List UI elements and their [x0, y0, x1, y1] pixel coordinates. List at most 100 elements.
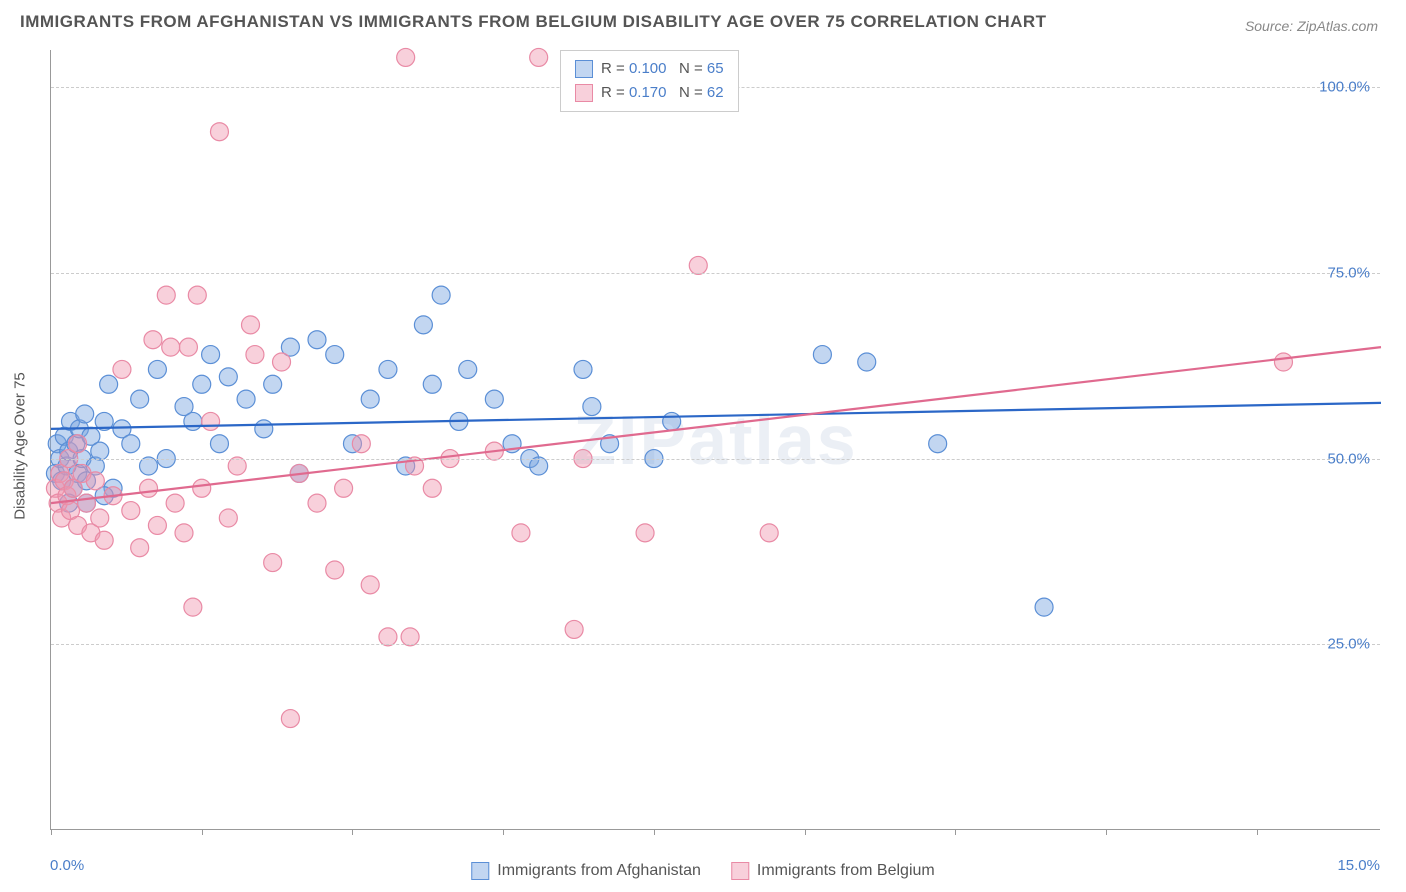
gridline [51, 644, 1380, 645]
data-point [1274, 353, 1292, 371]
data-point [264, 554, 282, 572]
data-point [583, 398, 601, 416]
chart-title: IMMIGRANTS FROM AFGHANISTAN VS IMMIGRANT… [20, 12, 1047, 32]
data-point [326, 561, 344, 579]
scatter-plot-svg [51, 50, 1380, 829]
data-point [122, 435, 140, 453]
data-point [264, 375, 282, 393]
data-point [401, 628, 419, 646]
data-point [184, 412, 202, 430]
data-point [69, 435, 87, 453]
chart-plot-area: ZIPatlas 25.0%50.0%75.0%100.0% [50, 50, 1380, 830]
data-point [929, 435, 947, 453]
data-point [148, 360, 166, 378]
data-point [255, 420, 273, 438]
data-point [414, 316, 432, 334]
data-point [162, 338, 180, 356]
data-point [91, 509, 109, 527]
x-tick [1106, 829, 1107, 835]
data-point [122, 502, 140, 520]
data-point [157, 286, 175, 304]
data-point [77, 494, 95, 512]
data-point [237, 390, 255, 408]
legend-row: R = 0.170 N = 62 [575, 81, 724, 105]
data-point [219, 509, 237, 527]
data-point [1035, 598, 1053, 616]
legend-swatch [575, 60, 593, 78]
data-point [273, 353, 291, 371]
data-point [281, 710, 299, 728]
data-point [335, 479, 353, 497]
data-point [131, 539, 149, 557]
data-point [140, 479, 158, 497]
x-tick [352, 829, 353, 835]
correlation-legend: R = 0.100 N = 65R = 0.170 N = 62 [560, 50, 739, 112]
data-point [188, 286, 206, 304]
data-point [202, 346, 220, 364]
legend-swatch [731, 862, 749, 880]
data-point [432, 286, 450, 304]
gridline [51, 273, 1380, 274]
data-point [397, 48, 415, 66]
x-tick [202, 829, 203, 835]
data-point [423, 375, 441, 393]
y-tick-label: 100.0% [1319, 79, 1370, 96]
data-point [95, 531, 113, 549]
data-point [663, 412, 681, 430]
data-point [131, 390, 149, 408]
data-point [423, 479, 441, 497]
x-tick [955, 829, 956, 835]
x-tick [654, 829, 655, 835]
legend-swatch [575, 84, 593, 102]
data-point [326, 346, 344, 364]
x-tick [51, 829, 52, 835]
x-tick [805, 829, 806, 835]
data-point [565, 620, 583, 638]
data-point [379, 360, 397, 378]
data-point [179, 338, 197, 356]
data-point [193, 479, 211, 497]
series-legend: Immigrants from AfghanistanImmigrants fr… [471, 862, 934, 880]
data-point [352, 435, 370, 453]
data-point [361, 576, 379, 594]
y-axis-label: Disability Age Over 75 [12, 372, 29, 520]
source-attribution: Source: ZipAtlas.com [1245, 18, 1378, 34]
data-point [175, 524, 193, 542]
data-point [193, 375, 211, 393]
data-point [113, 360, 131, 378]
data-point [308, 494, 326, 512]
data-point [242, 316, 260, 334]
data-point [689, 256, 707, 274]
legend-stat-text: R = 0.170 N = 62 [601, 81, 724, 105]
data-point [140, 457, 158, 475]
gridline [51, 459, 1380, 460]
y-tick-label: 25.0% [1327, 636, 1370, 653]
x-tick [1257, 829, 1258, 835]
data-point [144, 331, 162, 349]
data-point [574, 360, 592, 378]
data-point [760, 524, 778, 542]
data-point [202, 412, 220, 430]
data-point [636, 524, 654, 542]
legend-stat-text: R = 0.100 N = 65 [601, 57, 724, 81]
data-point [210, 123, 228, 141]
y-tick-label: 75.0% [1327, 264, 1370, 281]
data-point [86, 472, 104, 490]
x-axis-right-label: 15.0% [1337, 857, 1380, 874]
legend-row: R = 0.100 N = 65 [575, 57, 724, 81]
data-point [91, 442, 109, 460]
legend-swatch [471, 862, 489, 880]
data-point [512, 524, 530, 542]
data-point [858, 353, 876, 371]
data-point [148, 516, 166, 534]
data-point [246, 346, 264, 364]
data-point [210, 435, 228, 453]
x-axis-left-label: 0.0% [50, 857, 84, 874]
data-point [530, 457, 548, 475]
data-point [379, 628, 397, 646]
data-point [184, 598, 202, 616]
data-point [166, 494, 184, 512]
y-tick-label: 50.0% [1327, 450, 1370, 467]
data-point [485, 390, 503, 408]
series-name: Immigrants from Belgium [757, 862, 935, 880]
